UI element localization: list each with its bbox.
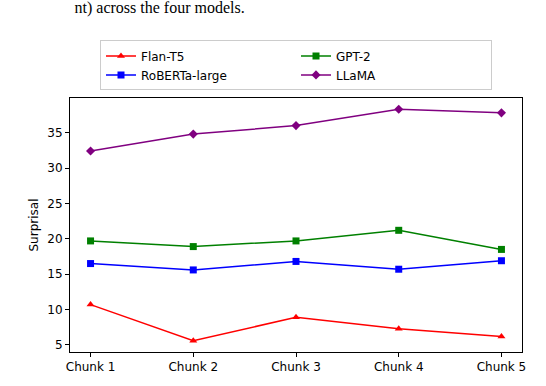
svg-text:Surprisal: Surprisal bbox=[27, 199, 41, 252]
svg-text:25: 25 bbox=[47, 197, 62, 211]
svg-text:GPT-2: GPT-2 bbox=[336, 50, 371, 64]
svg-text:Chunk 1: Chunk 1 bbox=[66, 360, 116, 374]
svg-text:20: 20 bbox=[47, 232, 62, 246]
svg-text:Chunk 3: Chunk 3 bbox=[271, 360, 321, 374]
svg-text:Chunk 5: Chunk 5 bbox=[477, 360, 527, 374]
svg-text:30: 30 bbox=[47, 161, 62, 175]
svg-text:35: 35 bbox=[47, 126, 62, 140]
svg-text:10: 10 bbox=[47, 303, 62, 317]
svg-text:5: 5 bbox=[55, 338, 63, 352]
svg-text:nt) across the four models.: nt) across the four models. bbox=[75, 0, 245, 17]
svg-text:LLaMA: LLaMA bbox=[336, 69, 376, 83]
svg-text:Chunk 4: Chunk 4 bbox=[374, 360, 424, 374]
svg-text:Chunk 2: Chunk 2 bbox=[168, 360, 218, 374]
svg-text:Flan-T5: Flan-T5 bbox=[141, 50, 184, 64]
svg-text:RoBERTa-large: RoBERTa-large bbox=[141, 69, 227, 83]
svg-text:15: 15 bbox=[47, 267, 62, 281]
